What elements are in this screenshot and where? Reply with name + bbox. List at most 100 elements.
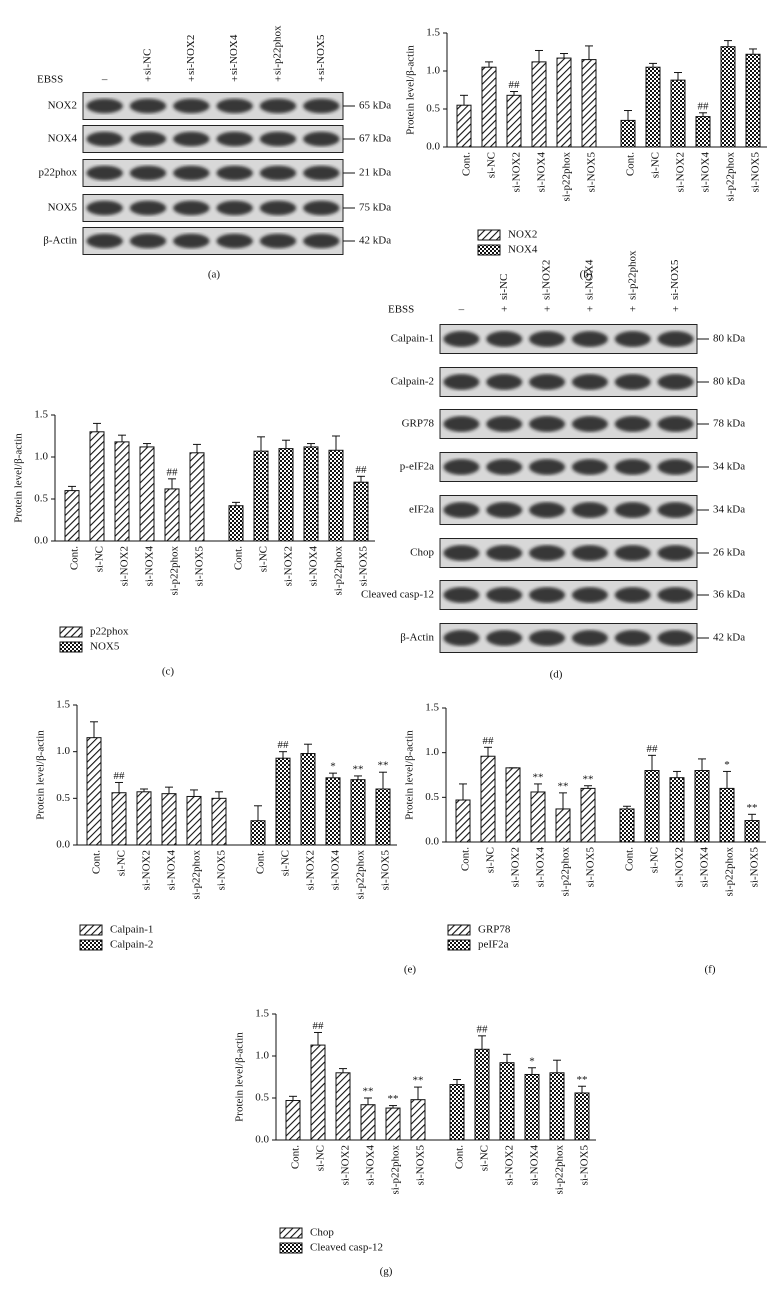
significance-label: ##: [356, 464, 368, 476]
treatment-sign: +: [587, 304, 593, 316]
blot-band: [173, 131, 210, 147]
y-tick-label: 1.5: [255, 1008, 269, 1020]
bar: [745, 53, 761, 148]
y-tick-label: 0.5: [425, 791, 439, 803]
bar: [189, 452, 205, 542]
bar: [695, 116, 711, 148]
blot-band: [614, 502, 651, 518]
blot-band: [303, 165, 340, 181]
blot-band: [443, 630, 480, 646]
x-tick-label: si-NOX4: [330, 850, 342, 891]
bar: [506, 94, 522, 148]
bar: [549, 1072, 565, 1141]
x-tick-label: si-p22phox: [724, 847, 736, 897]
blot-band: [259, 165, 297, 181]
legend-label: p22phox: [90, 626, 129, 638]
y-axis-title: Protein level/β-actin: [234, 1032, 246, 1122]
row-label: β-Actin: [400, 632, 434, 644]
blot-band: [173, 200, 210, 216]
bar: [720, 46, 736, 148]
lane-label: si-NOX2: [541, 260, 553, 300]
bar: [499, 1062, 515, 1141]
significance-label: *: [724, 759, 730, 771]
x-tick-label: Cont.: [624, 847, 636, 871]
size-label: 80 kDa: [713, 376, 745, 388]
x-tick-label: si-p22phox: [355, 850, 367, 900]
bar: [619, 808, 635, 843]
bar: [310, 1044, 326, 1141]
blot-band: [657, 416, 694, 432]
x-tick-label: si-NOX4: [365, 1145, 377, 1186]
blot-band: [529, 587, 566, 603]
panel-label: (f): [705, 964, 716, 976]
treatment-sign: +: [232, 74, 238, 86]
blot-band: [614, 331, 651, 347]
bar: [111, 792, 127, 846]
significance-label: ##: [477, 1023, 489, 1035]
size-label: 65 kDa: [359, 100, 391, 112]
size-label: 67 kDa: [359, 133, 391, 145]
bar: [353, 481, 369, 542]
x-tick-label: Cont.: [625, 152, 637, 176]
significance-label: **: [577, 1074, 588, 1086]
bar: [505, 767, 521, 843]
y-axis-title: Protein level/β-actin: [404, 730, 416, 820]
blot-band: [486, 587, 523, 603]
significance-label: ##: [313, 1020, 325, 1032]
x-tick-label: si-NC: [486, 152, 498, 178]
blot-band: [86, 98, 123, 114]
bar: [64, 490, 80, 542]
blot-band: [529, 459, 566, 475]
blot-band: [259, 131, 297, 147]
row-label: eIF2a: [409, 504, 434, 516]
bar: [670, 79, 686, 148]
x-tick-label: si-NC: [315, 1145, 327, 1171]
significance-label: **: [388, 1093, 399, 1105]
blot-band: [614, 459, 651, 475]
size-label: 21 kDa: [359, 167, 391, 179]
legend-label: NOX2: [508, 229, 537, 241]
blot-band: [571, 374, 608, 390]
treatment-sign: +: [145, 74, 151, 86]
size-label: 78 kDa: [713, 418, 745, 430]
x-tick-label: si-NOX5: [586, 152, 598, 193]
blot-band: [216, 165, 253, 181]
x-tick-label: Cont.: [460, 847, 472, 871]
bar: [285, 1100, 301, 1141]
x-tick-label: si-NOX2: [511, 152, 523, 192]
x-tick-label: si-p22phox: [560, 847, 572, 897]
x-tick-label: si-NOX2: [504, 1145, 516, 1185]
significance-label: **: [533, 771, 544, 783]
blot-band: [571, 416, 608, 432]
blot-band: [571, 630, 608, 646]
blot-band: [129, 98, 167, 114]
blot-band: [216, 233, 253, 249]
bar: [669, 777, 685, 843]
blot-band: [657, 374, 694, 390]
x-tick-label: si-NOX4: [144, 546, 156, 587]
x-tick-label: si-NOX5: [380, 850, 392, 891]
blot-band: [443, 587, 480, 603]
x-tick-label: si-NOX5: [749, 847, 761, 888]
significance-label: ##: [647, 743, 659, 755]
bar: [164, 488, 180, 542]
x-tick-label: si-NC: [280, 850, 292, 876]
blot-strip: [439, 495, 698, 525]
legend-swatch: [79, 924, 103, 936]
y-tick-label: 1.0: [425, 746, 439, 758]
treatment-sign: –: [458, 304, 465, 316]
bar: [694, 770, 710, 843]
y-tick-label: 1.5: [425, 702, 439, 714]
bar: [278, 448, 294, 542]
bar: [303, 446, 319, 542]
x-tick-label: si-NOX4: [166, 850, 178, 891]
size-label: 36 kDa: [713, 589, 745, 601]
row-label: p-eIF2a: [400, 461, 434, 473]
bar: [474, 1048, 490, 1141]
y-tick-label: 1.0: [56, 745, 70, 757]
x-tick-label: Cont.: [91, 850, 103, 874]
x-tick-label: si-NC: [258, 546, 270, 572]
size-label: 75 kDa: [359, 202, 391, 214]
